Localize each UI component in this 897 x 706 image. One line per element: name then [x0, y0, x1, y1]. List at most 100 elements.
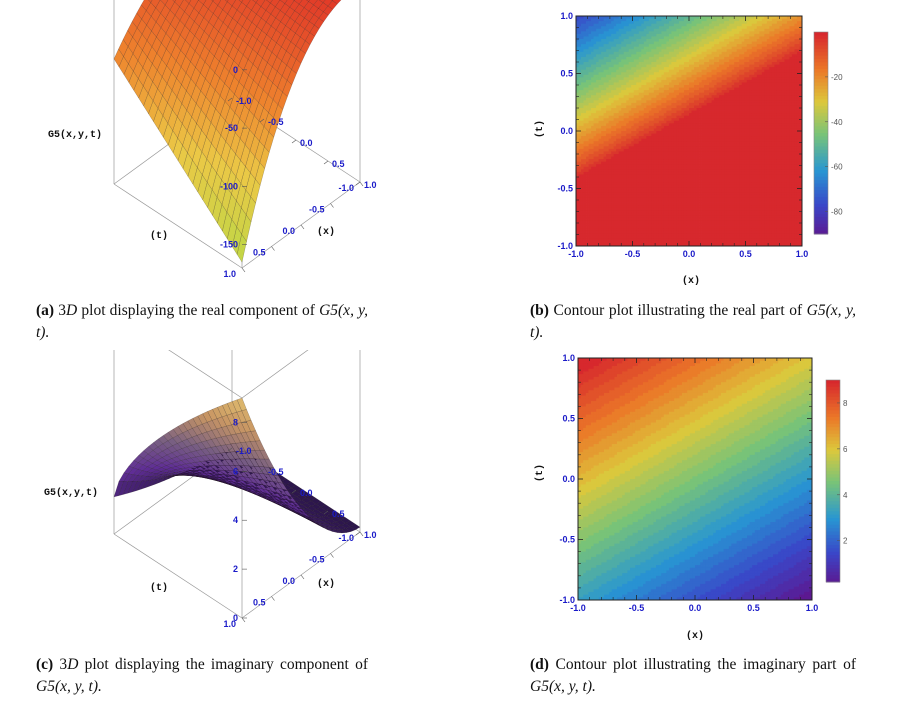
contour-cell — [658, 161, 662, 165]
contour-cell — [673, 41, 677, 45]
contour-cell — [581, 169, 584, 173]
contour-cell — [673, 87, 677, 91]
contour-cell — [586, 87, 589, 91]
contour-cell — [648, 87, 652, 91]
contour-cell — [626, 56, 630, 60]
contour-cell — [651, 110, 655, 114]
contour-cell — [578, 184, 582, 188]
contour-cell — [586, 39, 589, 42]
contour-cell — [613, 102, 617, 106]
contour-cell — [601, 182, 605, 186]
contour-cell — [653, 138, 657, 142]
contour-cell — [616, 39, 620, 42]
contour-cell — [601, 105, 605, 109]
contour-cell — [673, 67, 677, 71]
contour-cell — [588, 148, 592, 152]
contour-cell — [646, 59, 650, 63]
contour-cell — [616, 49, 620, 53]
contour-cell — [613, 26, 617, 30]
contour-cell — [608, 56, 612, 60]
contour-cell — [631, 156, 635, 160]
contour-cell — [633, 62, 637, 65]
contour-cell — [621, 128, 625, 132]
contour-cell — [646, 108, 650, 111]
contour-cell — [643, 210, 647, 214]
contour-cell — [648, 77, 652, 81]
contour-cell — [663, 97, 667, 101]
contour-cell — [596, 31, 599, 35]
contour-cell — [658, 192, 662, 196]
contour-cell — [666, 33, 670, 37]
contour-cell — [611, 41, 615, 45]
contour-cell — [601, 31, 605, 35]
contour-cell — [631, 23, 635, 27]
contour-cell — [666, 205, 670, 209]
contour-cell — [606, 85, 610, 88]
contour-cell — [656, 59, 660, 63]
contour-cell — [623, 72, 627, 76]
z-tick-label: -100 — [220, 181, 238, 191]
contour-cell — [663, 171, 667, 175]
contour-cell — [611, 230, 615, 234]
contour-cell — [611, 33, 615, 37]
contour-cell — [641, 154, 645, 157]
contour-cell — [628, 161, 632, 165]
contour-cell — [631, 113, 635, 117]
contour-cell — [641, 46, 645, 50]
contour-cell — [626, 207, 630, 211]
contour-cell — [658, 194, 662, 198]
contour-cell — [618, 16, 622, 19]
contour-cell — [618, 141, 622, 145]
contour-cell — [656, 141, 660, 145]
contour-cell — [583, 69, 587, 73]
contour-cell — [656, 200, 660, 203]
contour-cell — [643, 217, 647, 221]
contour-cell — [636, 159, 640, 163]
contour-cell — [623, 212, 627, 216]
contour-cell — [591, 243, 594, 246]
contour-cell — [668, 16, 672, 19]
contour-cell — [601, 210, 605, 214]
contour-cell — [636, 18, 640, 22]
contour-cell — [606, 133, 610, 137]
contour-cell — [646, 194, 650, 198]
contour-cell — [666, 156, 670, 160]
contour-cell — [626, 67, 630, 71]
contour-cell — [646, 169, 650, 173]
contour-cell — [608, 220, 612, 224]
contour-cell — [621, 205, 625, 209]
contour-cell — [621, 125, 625, 129]
contour-cell — [578, 146, 582, 150]
contour-cell — [656, 220, 660, 224]
contour-cell — [581, 46, 584, 50]
t-tick-label: -0.5 — [309, 555, 325, 565]
contour-cell — [633, 67, 637, 71]
contour-cell — [591, 187, 594, 191]
contour-cell — [628, 102, 632, 106]
contour-cell — [648, 159, 652, 163]
contour-cell — [638, 79, 642, 83]
contour-cell — [643, 82, 647, 86]
contour-cell — [626, 92, 630, 96]
contour-cell — [603, 228, 607, 232]
x-tick-mark — [323, 510, 329, 515]
surface-real-x-ticks: -1.0-0.50.00.51.0 — [227, 96, 377, 190]
contour-cell — [671, 72, 675, 76]
contour-cell — [626, 79, 630, 83]
contour-cell — [586, 85, 589, 88]
contour-cell — [646, 105, 650, 109]
contour-cell — [603, 108, 607, 111]
contour-cell — [661, 220, 665, 224]
contour-cell — [636, 74, 640, 78]
contour-cell — [621, 18, 625, 22]
contour-cell — [631, 207, 635, 211]
contour-cell — [668, 28, 672, 32]
contour-cell — [641, 110, 645, 114]
contour-cell — [661, 205, 665, 209]
contour-cell — [658, 125, 662, 129]
contour-cell — [626, 235, 630, 239]
contour-cell — [603, 217, 607, 221]
contour-cell — [663, 26, 667, 30]
contour-cell — [606, 184, 610, 188]
contour-cell — [586, 90, 589, 94]
